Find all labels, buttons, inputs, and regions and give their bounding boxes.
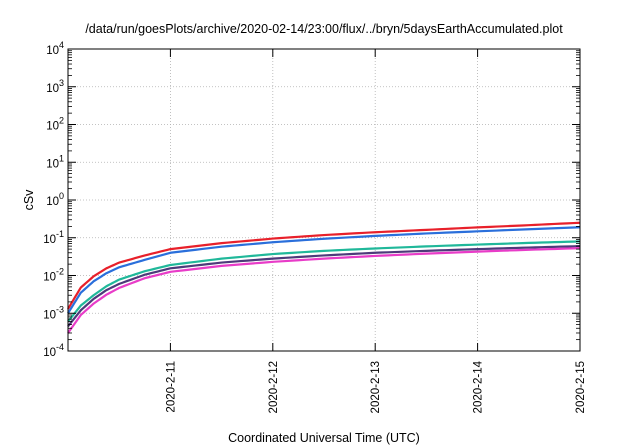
y-tick-base: 10 — [46, 196, 59, 208]
y-tick-base: 10 — [46, 121, 59, 133]
y-tick-label: 103 — [46, 78, 64, 95]
x-tick-label: 2020-2-13 — [370, 361, 382, 413]
y-tick-label: 10-4 — [43, 342, 64, 359]
y-tick-exponent: -4 — [56, 342, 64, 352]
y-tick-base: 10 — [46, 158, 59, 170]
y-tick-base: 10 — [43, 309, 56, 321]
y-tick-label: 10-2 — [43, 267, 64, 284]
x-tick-label: 2020-2-11 — [165, 361, 177, 413]
y-tick-label: 104 — [46, 40, 64, 57]
series-line-4 — [67, 245, 581, 328]
y-tick-base: 10 — [46, 45, 59, 57]
axis-ticks — [68, 48, 581, 352]
y-tick-exponent: 0 — [59, 191, 64, 201]
y-tick-label: 101 — [46, 153, 64, 170]
x-tick-label: 2020-2-12 — [268, 361, 280, 413]
series-layer — [67, 221, 581, 334]
y-tick-label: 10-3 — [43, 304, 64, 321]
y-tick-exponent: -2 — [56, 267, 64, 277]
series-line-5 — [67, 247, 581, 334]
x-tick-labels: 2020-2-11 2020-2-12 2020-2-13 2020-2-14 2020… — [165, 360, 587, 413]
y-tick-exponent: 4 — [59, 40, 64, 50]
y-tick-base: 10 — [43, 234, 56, 246]
x-tick-label: 2020-2-15 — [575, 361, 587, 413]
series-line-3 — [67, 240, 581, 323]
x-axis-label: Coordinated Universal Time (UTC) — [228, 431, 420, 445]
y-tick-exponent: 3 — [59, 78, 64, 88]
y-tick-label: 102 — [46, 116, 64, 133]
chart-title: /data/run/goesPlots/archive/2020-02-14/2… — [85, 22, 563, 36]
y-axis-label: cSv — [22, 189, 36, 211]
series-line-1 — [67, 221, 581, 310]
x-tick-label: 2020-2-14 — [473, 360, 485, 413]
y-tick-exponent: -1 — [56, 229, 64, 239]
y-tick-exponent: 1 — [59, 153, 64, 163]
y-tick-exponent: 2 — [59, 116, 64, 126]
series-line-2 — [67, 226, 581, 314]
y-tick-label: 100 — [46, 191, 64, 208]
y-tick-exponent: -3 — [56, 304, 64, 314]
y-tick-base: 10 — [43, 272, 56, 284]
y-tick-base: 10 — [46, 83, 59, 95]
grid-lines — [68, 49, 580, 351]
y-tick-label: 10-1 — [43, 229, 64, 246]
y-tick-base: 10 — [43, 347, 56, 359]
